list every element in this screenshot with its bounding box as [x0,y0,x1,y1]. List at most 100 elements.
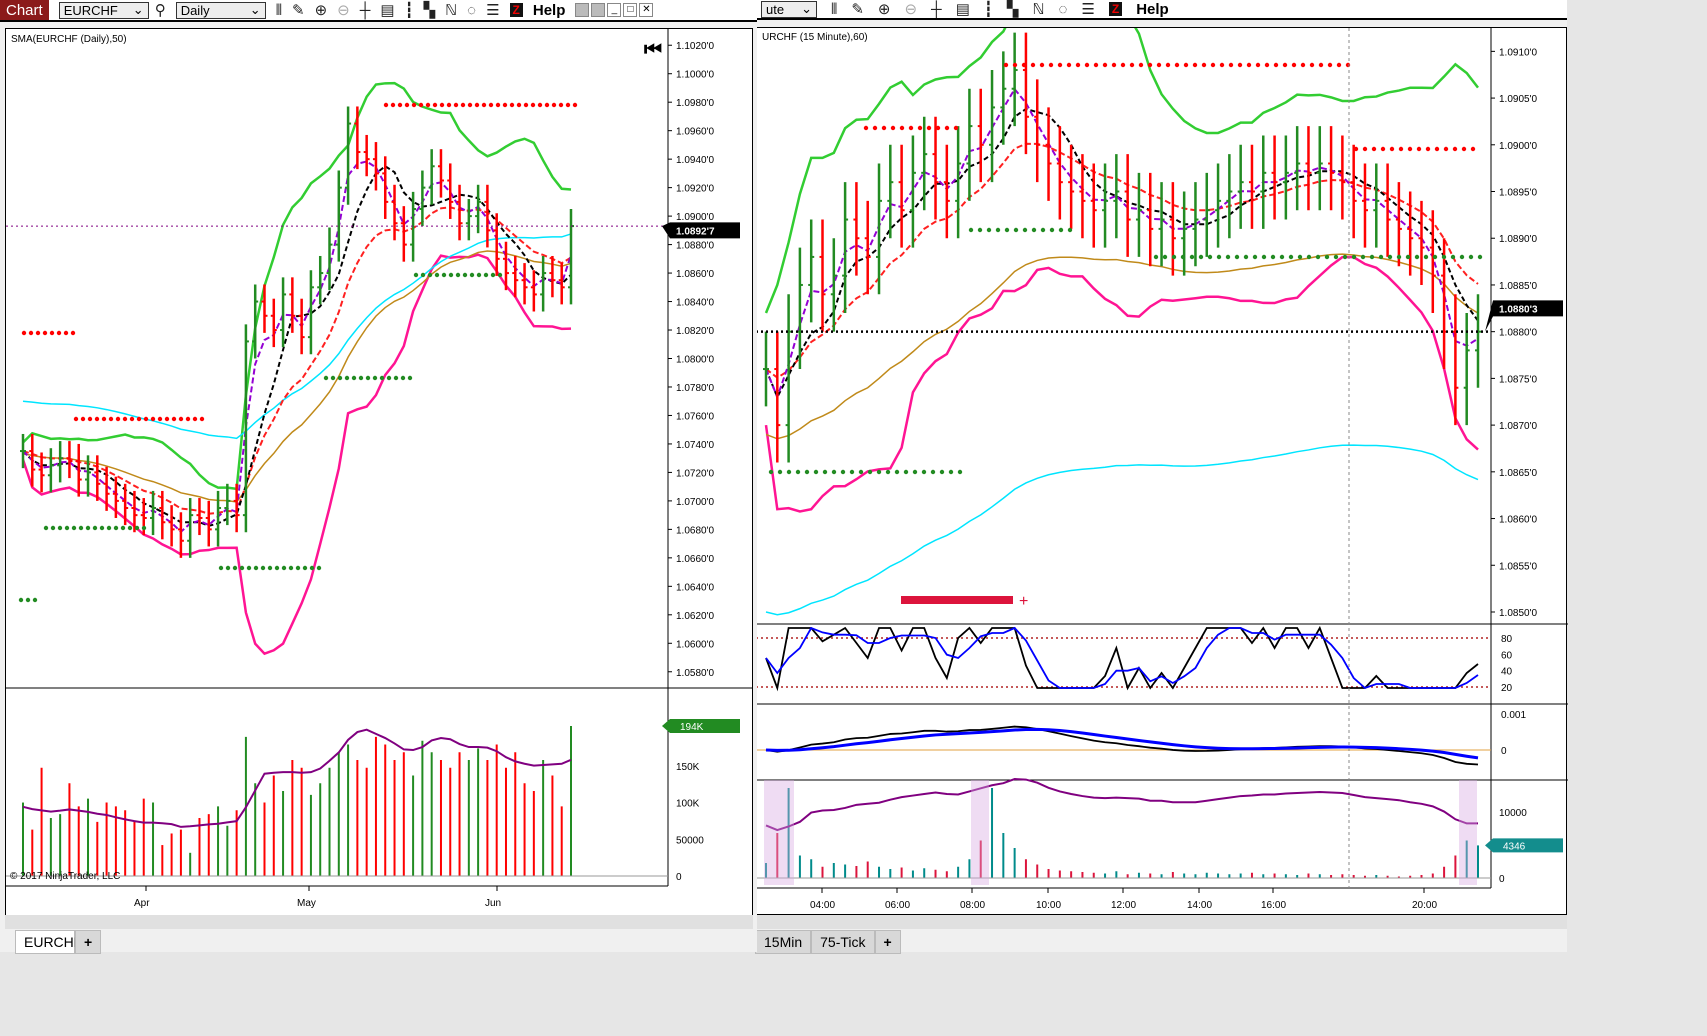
strategy-icon[interactable]: ▚ [423,2,436,19]
stop-dot [274,565,280,571]
reload-icon[interactable]: ◌ [1058,0,1068,18]
price-tick-label: 1.0760'0 [676,411,714,422]
sma-line [765,107,1479,400]
chart-canvas-right[interactable]: 1.0910'0 1.0905'0 1.0900'0 1.0895'0 1.0890'0… [756,1,1576,916]
stop-dot [246,565,252,571]
stop-dot [1380,146,1386,152]
crosshair-icon[interactable]: ┼ [359,1,371,19]
tile-button[interactable] [591,3,606,17]
stop-dot [908,125,914,131]
stop-dot [476,272,482,278]
cyan-ma-line [765,444,1479,616]
stop-dot [502,102,508,108]
stop-dot [1407,146,1413,152]
add-tab-button[interactable]: + [874,930,901,954]
stop-dot [995,227,1001,233]
tile-button[interactable] [575,3,590,17]
help-button[interactable]: Help [1136,0,1169,18]
stop-dot [903,469,909,475]
stop-dot [1389,146,1395,152]
stop-dot [863,125,869,131]
stop-dot [393,375,399,381]
z-icon[interactable]: Z [509,3,523,17]
instrument-select[interactable]: EURCHF ⌄ [58,1,149,19]
price-tick-label: 1.0660'0 [676,554,714,565]
stoch-k-line [765,625,1479,692]
bars-icon[interactable]: ┇ [983,1,993,18]
last-price-marker [662,222,740,239]
chart-canvas-left[interactable]: 1.1020'0 1.1000'0 1.0980'0 1.0960'0 1.0940'0… [6,29,754,917]
chart-menu-button[interactable]: Chart [0,0,49,20]
pencil-icon[interactable]: ✎ [851,1,864,18]
last-price-label: 1.0892'7 [676,226,715,237]
stop-dot [21,330,27,336]
price-tick-label: 1.0700'0 [676,497,714,508]
stop-dot [1414,254,1420,260]
bars-type-icon[interactable]: ⫴ [831,0,838,18]
chart-area-right[interactable]: 1.0910'0 1.0905'0 1.0900'0 1.0895'0 1.0890'0… [755,1,1576,916]
properties-icon[interactable]: ☰ [1081,1,1095,18]
stop-dot [558,102,564,108]
reload-icon[interactable]: ◌ [467,1,477,19]
minimize-button[interactable]: _ [607,3,622,17]
stop-dot [1162,254,1168,260]
help-button[interactable]: Help [532,1,566,19]
stop-dot [1261,254,1267,260]
stop-dot [199,416,205,422]
stop-dot [218,565,224,571]
zoom-out-icon[interactable]: ⊖ [904,1,918,18]
stop-dot [441,272,447,278]
price-tick-label: 1.0890'0 [1499,234,1537,245]
brown-ma-line [765,253,1479,440]
last-volume-marker [1485,838,1563,853]
add-tab-button[interactable]: + [75,930,102,954]
chart-area-left[interactable]: 1.1020'0 1.1000'0 1.0980'0 1.0960'0 1.0940'0… [5,28,753,916]
price-tick-label: 1.0875'0 [1499,374,1537,385]
stop-dot [876,469,882,475]
zoom-out-icon[interactable]: ⊖ [337,2,350,19]
stoch-tick-label: 60 [1501,650,1513,661]
zoom-in-icon[interactable]: ⊕ [314,2,328,19]
bars-icon[interactable]: ┇ [404,2,414,19]
tab-75-tick[interactable]: 75-Tick [811,930,875,954]
stop-dot [70,330,76,336]
search-icon[interactable]: ⚲ [154,2,166,19]
stop-dot [804,469,810,475]
tab-15min[interactable]: 15Min [755,930,812,954]
data-box-icon[interactable]: ▤ [955,1,970,18]
stop-dot [1147,62,1153,68]
stop-dot [537,102,543,108]
price-tick-label: 1.0820'0 [676,326,714,337]
maximize-button[interactable]: □ [623,3,638,17]
close-button[interactable]: ✕ [639,3,654,17]
indicators-icon[interactable]: ℕ [445,2,458,19]
interval-select[interactable]: Daily ⌄ [175,1,266,19]
horizontal-scrollbar[interactable] [755,915,1567,929]
time-label: 10:00 [1036,900,1061,911]
jump-to-start-icon[interactable]: ⏮ [644,39,662,61]
zoom-in-icon[interactable]: ⊕ [877,1,891,18]
stop-dot [1066,62,1072,68]
interval-select-right[interactable]: ute ⌄ [761,0,817,18]
stop-dot [143,416,149,422]
stop-dot [192,416,198,422]
strategy-icon[interactable]: ▚ [1006,1,1019,18]
stop-dot [455,272,461,278]
drawing-rectangle [901,596,1013,604]
indicator-label: SMA(EURCHF (Daily),50) [11,34,127,45]
stop-dot [948,469,954,475]
stop-dot [78,525,84,531]
stop-dot [986,227,992,233]
stop-dot [939,469,945,475]
copyright-text: © 2017 NinjaTrader, LLC [10,871,121,882]
tab-eurchf[interactable]: EURCHF [15,930,82,954]
properties-icon[interactable]: ☰ [486,2,500,19]
data-box-icon[interactable]: ▤ [380,2,395,19]
indicators-icon[interactable]: ℕ [1032,1,1045,18]
crosshair-icon[interactable]: ┼ [931,0,942,18]
pencil-icon[interactable]: ✎ [292,2,305,19]
bars-type-icon[interactable]: ⫴ [275,1,282,19]
stop-dot [1362,146,1368,152]
z-icon[interactable]: Z [1108,2,1123,16]
horizontal-scrollbar[interactable] [5,915,753,929]
